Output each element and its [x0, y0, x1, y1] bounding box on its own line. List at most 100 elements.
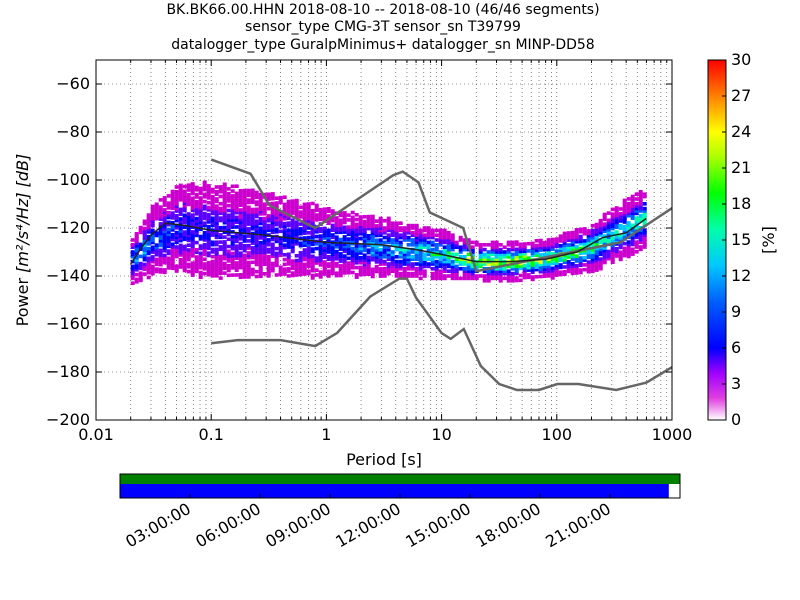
- psd-cell: [530, 275, 535, 279]
- psd-cell: [298, 222, 303, 226]
- psd-cell: [402, 262, 407, 266]
- psd-cell: [310, 264, 315, 268]
- psd-cell: [402, 255, 407, 259]
- psd-cell: [638, 218, 643, 223]
- psd-cell: [246, 253, 251, 258]
- psd-cell: [246, 229, 251, 234]
- psd-cell: [202, 271, 207, 276]
- psd-cell: [430, 274, 435, 278]
- psd-cell: [302, 257, 307, 262]
- psd-cell: [246, 265, 251, 270]
- psd-cell: [150, 247, 155, 252]
- psd-cell: [458, 235, 463, 240]
- psd-cell: [466, 269, 471, 273]
- colorbar-tick-label: 15: [731, 230, 751, 249]
- psd-cell: [446, 231, 451, 235]
- psd-cell: [186, 226, 191, 231]
- psd-cell: [574, 266, 579, 270]
- psd-cell: [174, 197, 179, 201]
- psd-cell: [358, 268, 363, 272]
- psd-cell: [250, 207, 255, 212]
- psd-cell: [222, 184, 227, 189]
- psd-cell: [246, 227, 251, 231]
- psd-cell: [158, 210, 163, 214]
- psd-cell: [566, 231, 571, 235]
- psd-cell: [202, 214, 207, 218]
- psd-cell: [430, 231, 435, 235]
- psd-cell: [222, 216, 227, 220]
- psd-cell: [566, 245, 571, 250]
- psd-cell: [166, 244, 171, 249]
- psd-cell: [306, 235, 311, 240]
- psd-cell: [418, 264, 423, 269]
- psd-cell: [610, 248, 615, 252]
- psd-cell: [138, 271, 143, 275]
- y-axis: −200−180−160−140−120−100−80−60: [46, 74, 672, 429]
- psd-cell: [138, 273, 143, 278]
- psd-cell: [494, 269, 499, 273]
- psd-cell: [330, 252, 335, 256]
- psd-cell: [322, 207, 327, 211]
- psd-cell: [162, 270, 167, 275]
- psd-cell: [266, 197, 271, 201]
- psd-cell: [554, 249, 559, 253]
- psd-cell: [406, 238, 411, 242]
- psd-cell: [634, 218, 639, 223]
- psd-cell: [470, 269, 475, 273]
- psd-cell: [214, 218, 219, 223]
- psd-cell: [522, 251, 527, 256]
- psd-cell: [258, 262, 263, 267]
- psd-cell: [182, 244, 187, 249]
- psd-cell: [426, 233, 431, 237]
- psd-cell: [422, 235, 427, 240]
- psd-cell: [178, 212, 183, 216]
- psd-cell: [598, 250, 603, 254]
- psd-cell: [222, 189, 227, 194]
- psd-cell: [378, 255, 383, 259]
- psd-cell: [250, 193, 255, 197]
- psd-cell: [618, 250, 623, 254]
- psd-cell: [310, 213, 315, 218]
- psd-cell: [394, 255, 399, 259]
- psd-cell: [258, 212, 263, 216]
- psd-cell: [302, 205, 307, 209]
- psd-cell: [222, 271, 227, 275]
- psd-cell: [238, 201, 243, 205]
- psd-cell: [322, 262, 327, 267]
- psd-cell: [318, 227, 323, 231]
- psd-cell: [206, 208, 211, 212]
- psd-cell: [418, 269, 423, 273]
- psd-cell: [230, 263, 235, 268]
- psd-cell: [522, 247, 527, 251]
- psd-cell: [366, 243, 371, 248]
- psd-cell: [354, 225, 359, 229]
- psd-cell: [386, 245, 391, 249]
- psd-cell: [326, 235, 331, 240]
- psd-cell: [530, 263, 535, 267]
- psd-cell: [182, 208, 187, 213]
- psd-cell: [210, 187, 215, 192]
- psd-cell: [426, 235, 431, 240]
- psd-cell: [262, 252, 267, 257]
- psd-cell: [334, 242, 339, 247]
- psd-cell: [622, 213, 627, 217]
- psd-cell: [582, 241, 587, 246]
- psd-cell: [598, 230, 603, 235]
- psd-cell: [466, 271, 471, 276]
- psd-cell: [386, 219, 391, 223]
- psd-cell: [614, 220, 619, 225]
- psd-cell: [482, 252, 487, 257]
- psd-cell: [594, 222, 599, 227]
- psd-cell: [230, 194, 235, 198]
- psd-cell: [174, 223, 179, 228]
- psd-cell: [226, 194, 231, 198]
- psd-cell: [374, 250, 379, 255]
- psd-density: [130, 180, 647, 285]
- psd-cell: [438, 264, 443, 269]
- psd-cell: [434, 238, 439, 242]
- psd-cell: [486, 276, 491, 281]
- psd-cell: [606, 228, 611, 232]
- psd-cell: [266, 206, 271, 211]
- psd-cell: [330, 233, 335, 237]
- psd-cell: [562, 258, 567, 262]
